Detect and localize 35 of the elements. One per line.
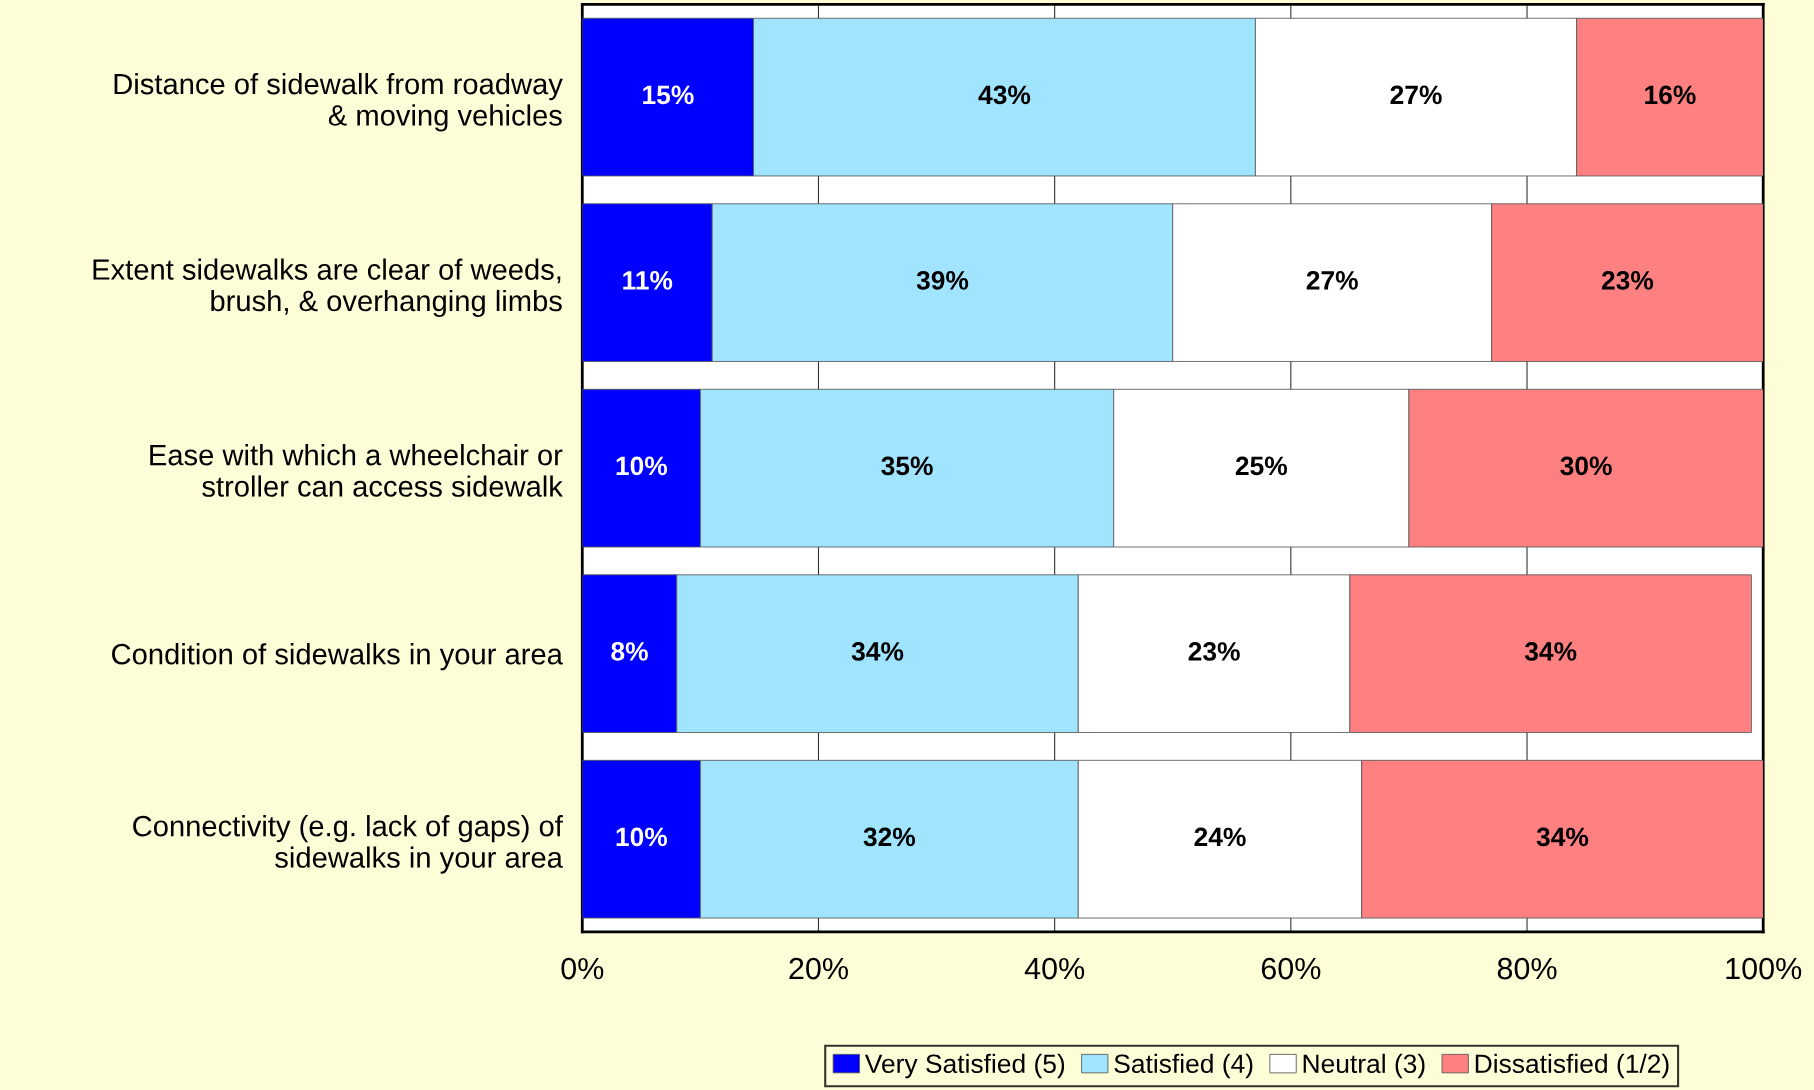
y-tick-label: Condition of sidewalks in your area xyxy=(112,643,563,671)
y-tick-label: Connectivity (e.g. lack of gaps) of sidewalks in your area xyxy=(133,815,563,874)
data-label: 15% xyxy=(643,85,694,105)
data-label: 43% xyxy=(978,85,1031,105)
x-tick-label: 100% xyxy=(1726,957,1802,980)
data-label: 27% xyxy=(1306,271,1358,290)
data-label: 35% xyxy=(881,456,933,476)
data-label: 10% xyxy=(616,456,668,476)
data-label: 39% xyxy=(916,271,969,290)
data-label: 10% xyxy=(616,827,668,847)
data-label: 34% xyxy=(1536,827,1589,847)
x-tick-label: 60% xyxy=(1261,957,1321,980)
data-label: 11% xyxy=(623,271,673,290)
data-label: 8% xyxy=(611,642,648,661)
data-label: 32% xyxy=(863,827,916,847)
data-label: 16% xyxy=(1645,85,1696,105)
data-label: 24% xyxy=(1194,827,1246,847)
data-label: 30% xyxy=(1560,456,1612,476)
x-tick-label: 20% xyxy=(789,957,848,980)
legend-label: Dissatisfied (1/2) xyxy=(1475,1053,1669,1079)
legend-label: Satisfied (4) xyxy=(1114,1053,1253,1079)
x-tick-label: 0% xyxy=(561,957,604,980)
data-label: 34% xyxy=(851,642,904,661)
data-label: 23% xyxy=(1188,642,1240,661)
legend-label: Very Satisfied (5) xyxy=(864,1053,1065,1079)
x-tick-label: 40% xyxy=(1024,957,1085,980)
legend-label: Neutral (3) xyxy=(1303,1053,1425,1079)
data-label: 27% xyxy=(1390,85,1442,105)
x-tick-label: 80% xyxy=(1497,957,1557,980)
data-label: 23% xyxy=(1601,271,1654,290)
y-tick-label: Distance of sidewalk from roadway & moving vehicles xyxy=(114,72,563,132)
y-tick-label: Ease with which a wheelchair or stroller can access sidewalk xyxy=(150,443,563,497)
data-label: 34% xyxy=(1524,642,1577,661)
y-tick-label: Extent sidewalks are clear of weeds, brush, & overhanging limbs xyxy=(93,258,562,318)
data-label: 25% xyxy=(1235,456,1288,476)
